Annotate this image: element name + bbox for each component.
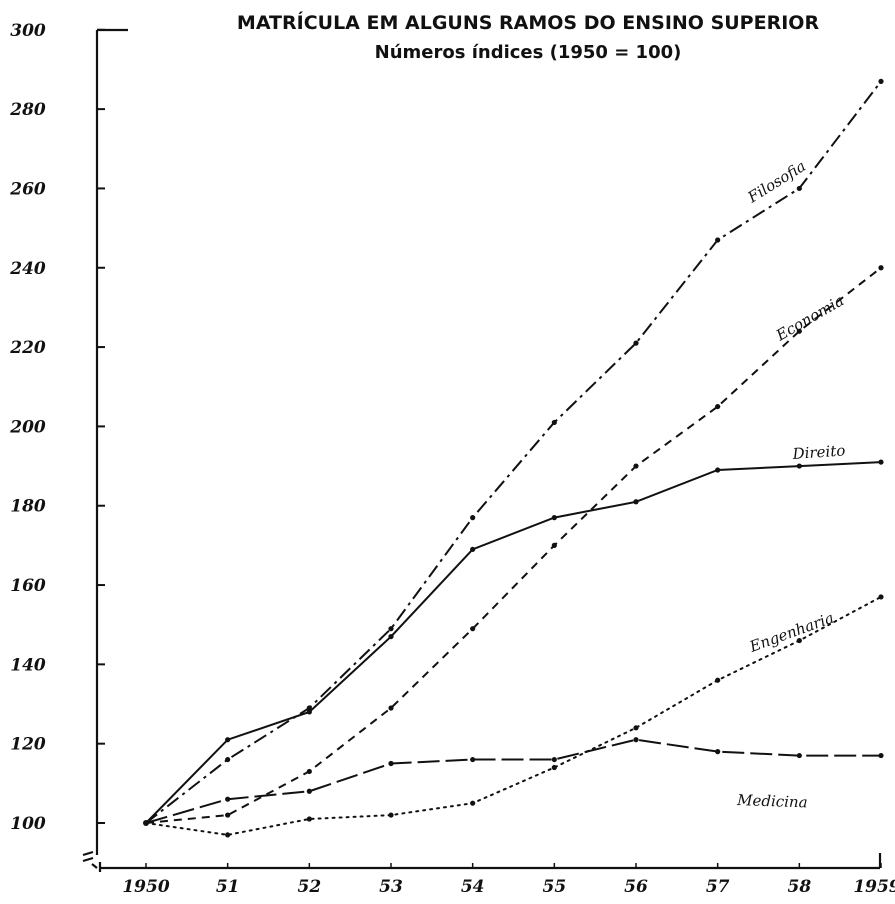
data-point-medicina (551, 756, 557, 763)
chart-title: MATRÍCULA EM ALGUNS RAMOS DO ENSINO SUPE… (237, 11, 820, 34)
y-tick-label: 240 (9, 259, 46, 279)
data-point-filosofia (225, 756, 231, 763)
data-point-filosofia (388, 626, 394, 632)
data-point-filosofia (796, 185, 802, 192)
data-point-direito (633, 499, 639, 505)
data-point-direito (388, 633, 394, 640)
data-point-economia (306, 768, 312, 775)
x-tick-label: 51 (216, 877, 240, 897)
x-tick-label: 55 (542, 877, 566, 897)
data-point-medicina (388, 760, 394, 767)
data-point-economia (633, 463, 639, 469)
x-tick-label: 57 (706, 877, 730, 897)
series-line-economia (145, 267, 882, 824)
y-tick-label: 100 (10, 814, 46, 834)
data-point-engenharia (796, 637, 802, 644)
data-point-economia (796, 328, 802, 334)
x-tick-label: 52 (297, 877, 321, 897)
series-label-medicina: Medicina (736, 791, 808, 811)
data-point-economia (878, 265, 884, 271)
series-labels: Filosofia Economia Direito Engenharia Medici… (736, 157, 847, 812)
data-point-engenharia (551, 764, 557, 771)
data-point-engenharia (225, 832, 231, 838)
data-point-filosofia (878, 78, 884, 84)
y-axis-ticks: 100 120 140 160 180 200 220 240 260 280 300 (9, 21, 105, 834)
data-point-medicina (306, 788, 312, 794)
series-label-filosofia: Filosofia (744, 157, 809, 207)
y-tick-label: 160 (10, 576, 46, 596)
x-tick-label: 56 (624, 877, 648, 897)
data-point-medicina (470, 756, 476, 763)
y-tick-label: 140 (10, 655, 46, 675)
data-point-medicina (796, 752, 802, 759)
data-point-medicina (715, 749, 721, 755)
series-line-medicina (145, 738, 881, 824)
data-point-economia (470, 626, 476, 632)
data-point-economia (388, 705, 394, 711)
data-point-economia (715, 403, 721, 410)
data-point-direito (306, 709, 312, 715)
data-point-direito (878, 459, 884, 465)
data-point-medicina (225, 796, 231, 802)
y-tick-label: 180 (10, 497, 46, 517)
x-tick-label: 58 (787, 877, 811, 897)
data-point-engenharia (878, 594, 884, 600)
series-line-filosofia (145, 80, 882, 824)
data-point-engenharia (470, 800, 476, 806)
x-tick-label: 54 (461, 877, 485, 897)
y-tick-label: 220 (9, 338, 46, 358)
data-point-engenharia (715, 677, 721, 683)
chart-subtitle: Números índices (1950 = 100) (375, 42, 682, 63)
series-line-direito (145, 461, 882, 824)
data-point-direito (796, 463, 802, 469)
y-tick-label: 200 (9, 417, 46, 437)
y-tick-label: 260 (9, 179, 46, 199)
x-tick-label: 53 (379, 877, 403, 897)
origin-point (143, 820, 149, 826)
data-point-direito (715, 467, 721, 473)
data-point-direito (551, 515, 557, 521)
data-point-medicina (633, 737, 639, 743)
data-point-direito (470, 546, 476, 552)
x-tick-label: 1950 (122, 877, 169, 897)
data-point-economia (551, 542, 557, 548)
data-point-filosofia (633, 340, 639, 346)
data-point-medicina (878, 752, 884, 759)
y-tick-label: 300 (10, 21, 46, 41)
series-label-engenharia: Engenharia (746, 609, 836, 656)
series-group (143, 78, 884, 838)
series-label-economia: Economia (772, 291, 847, 345)
data-point-filosofia (551, 419, 557, 426)
data-point-engenharia (633, 725, 639, 731)
series-label-direito: Direito (791, 441, 846, 463)
data-point-engenharia (388, 812, 394, 818)
data-point-filosofia (470, 515, 476, 521)
axis-break-mark (82, 850, 102, 872)
data-point-filosofia (306, 705, 312, 711)
y-tick-label: 280 (9, 100, 46, 120)
data-point-economia (225, 812, 231, 818)
y-tick-label: 120 (10, 735, 46, 755)
data-point-filosofia (715, 237, 721, 243)
x-axis-ticks: 1950 51 52 53 54 55 56 57 58 1959 (122, 863, 895, 897)
data-point-direito (225, 737, 231, 743)
data-point-engenharia (306, 816, 312, 822)
x-tick-label: 1959 (853, 877, 895, 897)
